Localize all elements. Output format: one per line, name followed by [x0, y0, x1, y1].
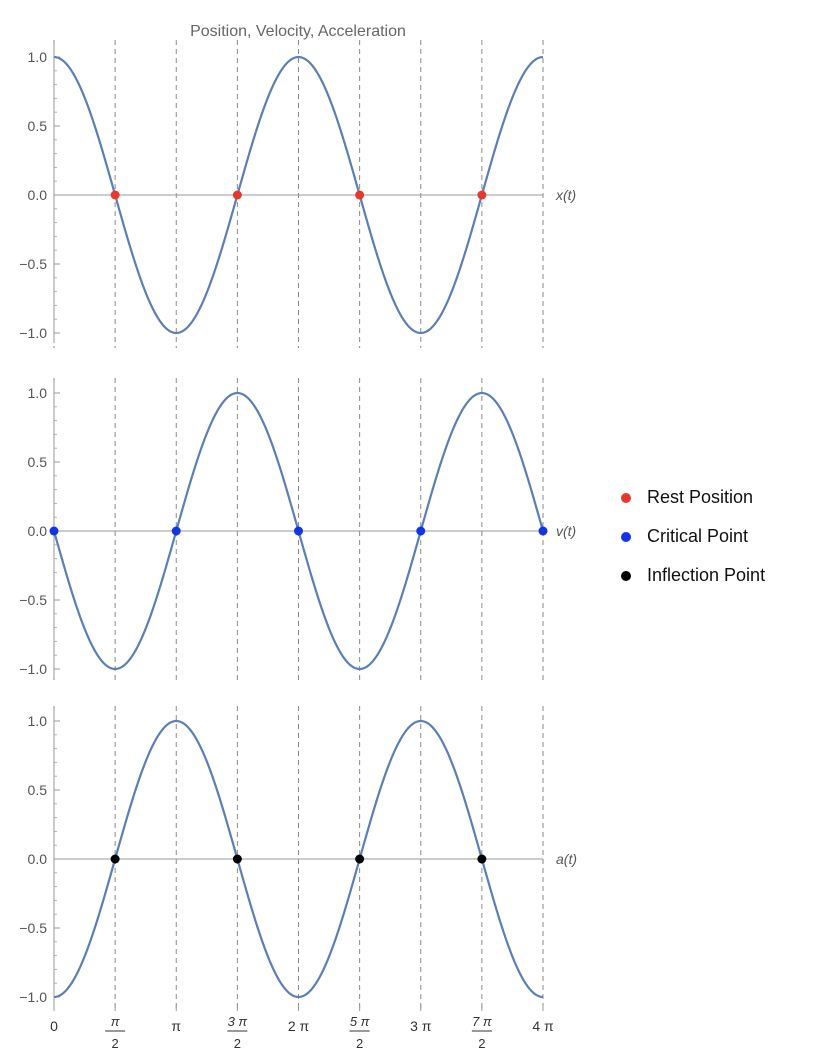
- x-tick-label-numerator: 3 π: [228, 1014, 248, 1029]
- x-tick-label-denominator: 2: [478, 1036, 485, 1051]
- legend-item-critical-point: Critical Point: [618, 517, 765, 556]
- y-tick-label: −1.0: [19, 989, 47, 1005]
- x-tick-label: π: [171, 1018, 181, 1034]
- x-tick-label-denominator: 2: [234, 1036, 241, 1051]
- y-tick-label: 0.5: [28, 782, 48, 798]
- acceleration-marker: [110, 854, 120, 864]
- acceleration-marker: [232, 854, 242, 864]
- legend-item-inflection-point: Inflection Point: [618, 556, 765, 595]
- critical-point-marker-icon: [621, 531, 631, 542]
- rest-position-marker-icon: [621, 492, 631, 503]
- acceleration-marker: [477, 854, 487, 864]
- y-tick-label: −0.5: [19, 920, 47, 936]
- x-tick-label-denominator: 2: [356, 1036, 363, 1051]
- x-axis: 0 π 2 π 3 π 2 2 π 5 π 2 3 π 7 π 2 4 π: [50, 1005, 554, 1051]
- y-tick-label: 0.5: [28, 454, 48, 470]
- y-tick-label: 1.0: [28, 49, 48, 65]
- chart-panels: 1.0 0.5 0.0 −0.5 −1.0 x(t) 1.0 0.5 0.0 −0.5 −1.0 v(…: [19, 40, 577, 1011]
- x-tick-label-numerator: 7 π: [472, 1014, 492, 1029]
- x-tick-label: 4 π: [532, 1018, 554, 1034]
- velocity-marker: [538, 526, 548, 536]
- y-tick-label: −0.5: [19, 592, 47, 608]
- x-tick-label-denominator: 2: [112, 1036, 119, 1051]
- y-tick-label: 0.0: [28, 523, 48, 539]
- position-marker: [110, 190, 120, 200]
- legend-label: Inflection Point: [647, 565, 766, 585]
- x-tick-label-numerator: π: [111, 1014, 120, 1029]
- inflection-point-marker-icon: [621, 570, 631, 581]
- y-tick-label: 1.0: [28, 713, 48, 729]
- series-label-velocity: v(t): [556, 523, 576, 539]
- position-marker: [477, 190, 487, 200]
- series-label-acceleration: a(t): [556, 851, 577, 867]
- chart-title: Position, Velocity, Acceleration: [190, 23, 406, 40]
- curve-acceleration: [53, 719, 544, 999]
- panel-acceleration: 1.0 0.5 0.0 −0.5 −1.0 a(t): [19, 706, 577, 1011]
- position-marker: [232, 190, 242, 200]
- velocity-marker: [294, 526, 304, 536]
- y-tick-label: 1.0: [28, 385, 48, 401]
- legend-item-rest-position: Rest Position: [618, 478, 765, 517]
- legend-label: Critical Point: [647, 526, 749, 546]
- series-label-position: x(t): [555, 187, 576, 203]
- x-tick-label-numerator: 5 π: [350, 1014, 370, 1029]
- x-tick-label: 0: [50, 1018, 58, 1034]
- x-tick-label: 2 π: [288, 1018, 310, 1034]
- y-tick-label: −1.0: [19, 661, 47, 677]
- acceleration-marker: [355, 854, 365, 864]
- velocity-marker: [49, 526, 59, 536]
- legend: Rest Position Critical Point Inflection …: [618, 478, 765, 595]
- x-tick-label: 3 π: [410, 1018, 432, 1034]
- velocity-marker: [171, 526, 181, 536]
- y-tick-label: −1.0: [19, 325, 47, 341]
- panel-position: 1.0 0.5 0.0 −0.5 −1.0 x(t): [19, 40, 576, 348]
- y-tick-label: 0.5: [28, 118, 48, 134]
- velocity-marker: [416, 526, 426, 536]
- position-marker: [355, 190, 365, 200]
- y-tick-label: 0.0: [28, 187, 48, 203]
- panel-velocity: 1.0 0.5 0.0 −0.5 −1.0 v(t): [19, 378, 576, 683]
- curve-position: [53, 55, 544, 335]
- y-tick-label: −0.5: [19, 256, 47, 272]
- y-tick-label: 0.0: [28, 851, 48, 867]
- legend-label: Rest Position: [647, 487, 754, 507]
